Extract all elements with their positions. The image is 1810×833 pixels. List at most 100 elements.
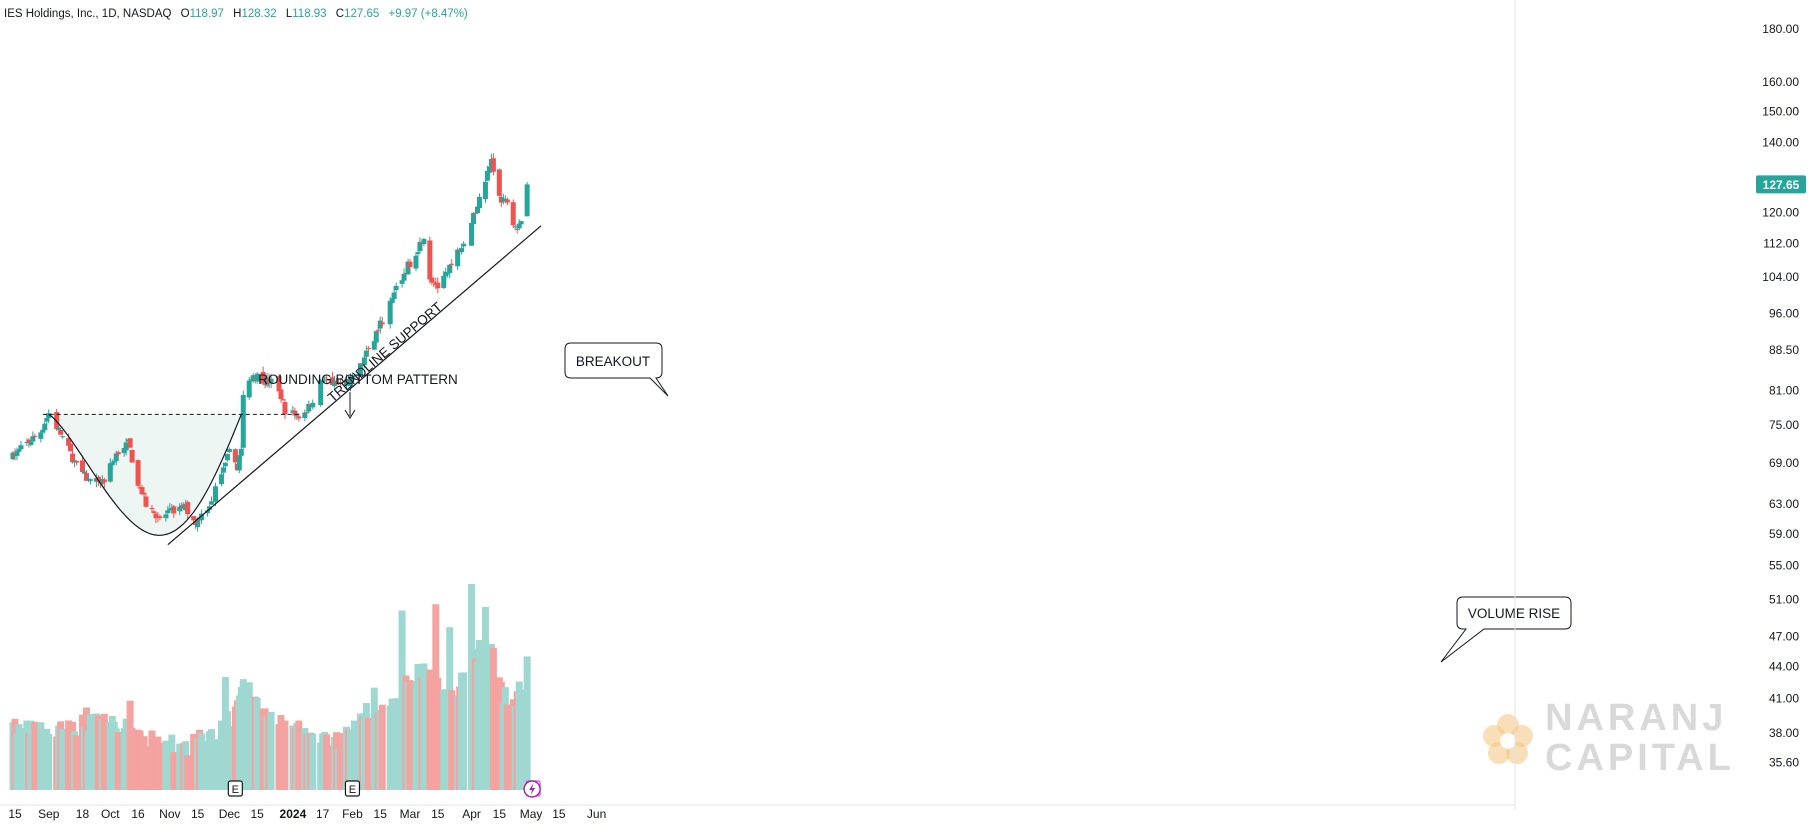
candle-body: [224, 454, 230, 461]
legend-close-label: C: [336, 8, 344, 20]
price-tick-label: 63.00: [1769, 497, 1799, 511]
price-tick-label: 104.00: [1762, 270, 1799, 284]
candle: [232, 448, 238, 465]
price-tick-label: 59.00: [1769, 527, 1799, 541]
candle: [58, 429, 64, 436]
candle-body: [473, 212, 479, 214]
candle-body: [280, 399, 286, 401]
candle: [296, 413, 302, 422]
candle-body: [109, 462, 115, 466]
candle: [226, 447, 232, 454]
candle: [74, 460, 80, 466]
candle-body: [375, 329, 381, 331]
breakout-bubble: [564, 342, 669, 397]
candle-body: [171, 506, 177, 514]
event-markers[interactable]: EEE: [227, 780, 541, 798]
candle-body: [334, 382, 340, 385]
candlesticks[interactable]: [10, 153, 530, 532]
candle-body: [226, 449, 232, 452]
time-tick-label: 15: [552, 807, 566, 821]
candle: [482, 177, 488, 203]
candle-body: [486, 166, 492, 173]
candle: [167, 503, 173, 513]
rounding-bottom-curve[interactable]: [48, 413, 242, 536]
candle-body: [254, 373, 260, 382]
candle-body: [149, 507, 155, 509]
legend-high-value: 128.32: [241, 8, 276, 20]
candle-body: [38, 432, 44, 439]
candle-body: [207, 506, 213, 510]
price-tick-label: 88.50: [1769, 343, 1799, 357]
arrow-head: [344, 409, 356, 419]
time-tick-label: 17: [316, 807, 330, 821]
earnings-marker[interactable]: E: [344, 780, 361, 797]
volume-bar: [86, 713, 94, 790]
candle: [254, 371, 260, 384]
candle: [417, 237, 423, 253]
candle-body: [236, 455, 242, 471]
volume-bar: [128, 727, 136, 790]
candle-body: [81, 471, 87, 474]
candle-body: [238, 448, 244, 456]
volume-bar: [170, 752, 178, 790]
candle: [46, 409, 52, 424]
candle-body: [357, 363, 363, 375]
candle: [373, 329, 379, 345]
candle: [324, 375, 330, 385]
candle: [129, 449, 135, 463]
candle: [435, 277, 441, 294]
price-tick-label: 75.00: [1769, 418, 1799, 432]
volume-bar: [489, 647, 497, 790]
breakout-callout[interactable]: BREAKOUT: [564, 342, 669, 397]
time-tick-label: Sep: [38, 807, 60, 821]
candle-body: [115, 452, 121, 455]
candle-body: [177, 506, 183, 512]
candle-body: [524, 184, 530, 217]
candle-body: [421, 239, 427, 245]
lightning-glyph: [529, 783, 536, 795]
volume-bar: [239, 679, 247, 790]
volume-bar: [460, 672, 468, 790]
candle-body: [294, 415, 300, 417]
candle: [68, 442, 74, 452]
candle-body: [377, 320, 383, 329]
candle: [149, 504, 155, 512]
candle-body: [510, 202, 516, 226]
candle-body: [516, 223, 522, 229]
candle-body: [475, 206, 481, 214]
price-tick-label: 51.00: [1769, 593, 1799, 607]
candle: [224, 453, 230, 462]
time-axis[interactable]: 15 Sep 18 Oct 16 Nov 15 Dec 15 2024 17 Feb 15 Mar 15 Ap…: [0, 804, 1515, 821]
trendline-support[interactable]: [167, 225, 542, 546]
earnings-label: E: [349, 784, 356, 796]
candle-body: [209, 501, 215, 505]
earnings-label: E: [232, 784, 239, 796]
volume-bar: [198, 733, 206, 790]
earnings-marker[interactable]: E: [227, 780, 243, 797]
volume-rise-callout[interactable]: VOLUME RISE: [1440, 596, 1572, 663]
volume-bar: [392, 698, 400, 790]
lightning-icon[interactable]: [523, 780, 541, 798]
candle-body: [32, 435, 38, 437]
candle: [153, 512, 159, 524]
volume-rise-bubble: [1440, 596, 1572, 663]
candle: [209, 496, 215, 505]
candle: [322, 374, 328, 384]
last-price-label: 127.65: [1763, 178, 1800, 192]
candle: [185, 500, 191, 520]
time-tick-label: 15: [8, 807, 22, 821]
candle-body: [56, 427, 62, 430]
candle-body: [14, 451, 20, 456]
candle: [79, 455, 85, 473]
candle-body: [484, 170, 490, 181]
candle-body: [512, 226, 518, 228]
price-tick-label: 160.00: [1762, 75, 1799, 89]
candle: [459, 245, 465, 255]
price-axis[interactable]: 180.00 160.00 150.00 140.00 120.00 112.00 104.…: [1514, 0, 1806, 810]
candle-body: [276, 376, 282, 392]
candle-body: [459, 248, 465, 253]
logo-petal: [1483, 725, 1505, 747]
